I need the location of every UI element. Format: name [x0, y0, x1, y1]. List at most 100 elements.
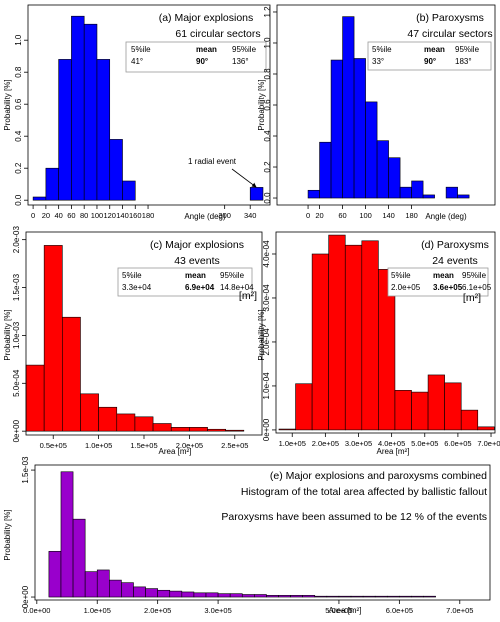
x-tick-label: 140 [382, 211, 395, 220]
bar [411, 595, 424, 598]
bar [58, 59, 72, 201]
bar [394, 390, 412, 431]
y-tick-label: 0.4 [14, 130, 23, 142]
bar [302, 595, 316, 598]
x-tick-label: 2.5e+05 [221, 441, 248, 450]
x-tick-label: 6.0e+05 [444, 439, 471, 448]
x-tick-label: 100 [359, 211, 372, 220]
y-tick-label: 0.0 [14, 194, 23, 206]
x-tick-label: 1.0e+05 [85, 441, 112, 450]
x-tick-label: 0 [31, 211, 35, 220]
stats-header: 5%ile [372, 45, 392, 54]
stats-header: mean [433, 271, 454, 280]
x-tick-label: 4.0e+05 [378, 439, 405, 448]
x-tick-label: 20 [315, 211, 323, 220]
bar [353, 58, 366, 199]
bar [96, 59, 111, 201]
stats-values: 90° [196, 57, 208, 66]
bar [207, 428, 226, 432]
y-tick-label: 0.2 [14, 162, 23, 174]
bar [427, 374, 445, 431]
stats-header: mean [185, 271, 206, 280]
bar [152, 423, 172, 432]
unit-label: [m²] [463, 292, 481, 304]
bar [96, 569, 110, 598]
stats-values: 90° [424, 57, 436, 66]
stats-values: 136° [232, 57, 249, 66]
bar [60, 471, 74, 598]
x-tick-label: 40 [54, 211, 62, 220]
bar [121, 582, 134, 598]
x-tick-label: 2.0e+05 [144, 606, 171, 615]
bar [122, 180, 136, 201]
bar [399, 595, 412, 598]
x-axis-label: Area [m²] [159, 447, 192, 456]
bar [80, 393, 99, 432]
y-tick-label: 0.0 [263, 192, 272, 204]
bar [328, 234, 346, 431]
bar [378, 269, 396, 431]
x-tick-label: 180 [405, 211, 418, 220]
bar [422, 194, 435, 199]
panel-title: (b) Paroxysms [416, 12, 484, 24]
bar [319, 141, 332, 199]
y-tick-label: 0e+00 [262, 418, 271, 441]
panel-title: (e) Major explosions and paroxysms combi… [270, 470, 487, 482]
stats-header: 5%ile [391, 271, 411, 280]
y-tick-label: 3.0e-04 [262, 284, 271, 312]
y-tick-label: 2.0e-04 [262, 328, 271, 356]
y-axis-label: Probability [%] [257, 79, 266, 130]
panel-title: (d) Paroxysms [421, 239, 489, 251]
x-tick-label: 120 [103, 211, 116, 220]
x-tick-label: 300 [218, 211, 231, 220]
bar [229, 593, 243, 598]
bar [32, 196, 47, 201]
y-tick-label: 1.5e-03 [12, 273, 21, 301]
bar [134, 416, 154, 432]
bar [423, 595, 436, 598]
bar [477, 426, 495, 431]
bar [290, 595, 303, 598]
bar [307, 189, 320, 199]
bar [344, 244, 363, 431]
panel-subtitle: 43 events [174, 255, 220, 267]
stats-box [387, 267, 489, 297]
bar [145, 588, 158, 598]
bar [338, 595, 352, 598]
bar [48, 551, 62, 598]
bar [169, 590, 183, 598]
bar [62, 316, 81, 432]
bar [98, 406, 118, 432]
bar [330, 59, 343, 199]
bar [314, 595, 328, 598]
bar [170, 427, 190, 432]
plot-frame [27, 4, 271, 206]
x-tick-label: 0 [306, 211, 310, 220]
y-tick-label: 0.8 [263, 68, 272, 80]
y-tick-label: 0.6 [263, 99, 272, 111]
bar [241, 594, 255, 598]
panel-title: (a) Major explosions [159, 12, 254, 24]
bar [365, 101, 378, 199]
stats-values: 33° [372, 57, 384, 66]
y-tick-label: 0.6 [14, 98, 23, 110]
x-tick-label: 0.0e+00 [23, 606, 50, 615]
bar [445, 186, 458, 199]
unit-label: [m²] [239, 290, 257, 302]
y-tick-label: 1.0e-03 [12, 321, 21, 349]
x-tick-label: 340 [244, 211, 257, 220]
stats-header: 5%ile [122, 271, 142, 280]
x-tick-label: 1.5e+05 [130, 441, 157, 450]
stats-header: 5%ile [131, 45, 151, 54]
y-axis-label: Probability [%] [3, 509, 12, 560]
x-tick-label: 7.0e+05 [446, 606, 473, 615]
bar [266, 595, 279, 598]
bar [43, 245, 63, 432]
bar [326, 595, 340, 598]
bar [374, 595, 388, 598]
bar [361, 240, 379, 431]
annotation: Paroxysms have been assumed to be 12 % o… [221, 511, 487, 523]
x-tick-label: 2.0e+05 [312, 439, 339, 448]
